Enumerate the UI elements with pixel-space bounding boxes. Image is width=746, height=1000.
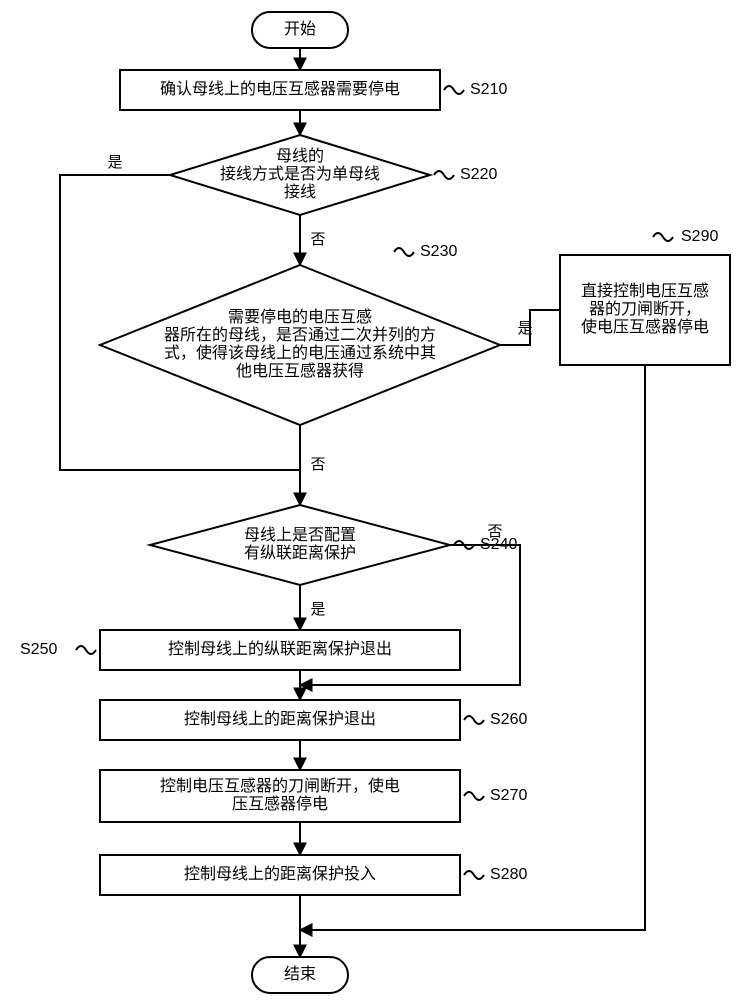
svg-text:开始: 开始: [284, 20, 316, 38]
svg-text:压互感器停电: 压互感器停电: [232, 795, 328, 813]
terminal-start: 开始: [252, 12, 348, 48]
process-s210: 确认母线上的电压互感器需要停电 S210: [120, 70, 507, 110]
edge-label: 是: [310, 601, 325, 618]
svg-text:接线方式是否为单母线: 接线方式是否为单母线: [220, 165, 380, 183]
svg-text:使电压互感器停电: 使电压互感器停电: [581, 318, 709, 336]
svg-text:器所在的母线，是否通过二次并列的方: 器所在的母线，是否通过二次并列的方: [164, 326, 436, 344]
step-label: S290: [681, 228, 718, 245]
step-label: S270: [490, 787, 527, 804]
edge-label: 是: [107, 154, 122, 171]
step-label: S230: [420, 243, 457, 260]
terminal-end: 结束: [252, 957, 348, 993]
svg-text:控制母线上的距离保护投入: 控制母线上的距离保护投入: [184, 865, 376, 883]
svg-text:母线上是否配置: 母线上是否配置: [244, 526, 356, 544]
step-label: S240: [480, 536, 517, 553]
svg-text:接线: 接线: [284, 183, 316, 201]
svg-text:需要停电的电压互感: 需要停电的电压互感: [228, 308, 372, 326]
step-label: S250: [20, 641, 57, 658]
edge-label: 是: [517, 320, 532, 337]
svg-text:母线的: 母线的: [276, 147, 324, 165]
svg-text:有纵联距离保护: 有纵联距离保护: [244, 544, 356, 562]
svg-text:直接控制电压互感: 直接控制电压互感: [581, 282, 709, 300]
process-s260: 控制母线上的距离保护退出 S260: [100, 700, 527, 740]
edge-label: 否: [310, 231, 325, 248]
process-s280: 控制母线上的距离保护投入 S280: [100, 855, 527, 895]
decision-s220: 母线的接线方式是否为单母线接线 S220: [170, 135, 497, 215]
step-label: S220: [460, 166, 497, 183]
decision-s230: 需要停电的电压互感器所在的母线，是否通过二次并列的方式，使得该母线上的电压通过系…: [100, 243, 500, 425]
edge-label: 否: [310, 456, 325, 473]
svg-text:式，使得该母线上的电压通过系统中其: 式，使得该母线上的电压通过系统中其: [164, 344, 436, 362]
svg-text:控制母线上的纵联距离保护退出: 控制母线上的纵联距离保护退出: [168, 640, 392, 658]
svg-text:结束: 结束: [284, 965, 316, 983]
step-label: S210: [470, 81, 507, 98]
process-s290: 直接控制电压互感器的刀闸断开，使电压互感器停电 S290: [560, 228, 730, 365]
svg-text:控制电压互感器的刀闸断开，使电: 控制电压互感器的刀闸断开，使电: [160, 777, 400, 795]
step-label: S280: [490, 866, 527, 883]
svg-text:确认母线上的电压互感器需要停电: 确认母线上的电压互感器需要停电: [160, 80, 400, 98]
step-label: S260: [490, 711, 527, 728]
svg-text:器的刀闸断开，: 器的刀闸断开，: [589, 300, 701, 318]
process-s270: 控制电压互感器的刀闸断开，使电压互感器停电 S270: [100, 770, 527, 822]
svg-text:他电压互感器获得: 他电压互感器获得: [236, 362, 364, 380]
svg-text:控制母线上的距离保护退出: 控制母线上的距离保护退出: [184, 710, 376, 728]
